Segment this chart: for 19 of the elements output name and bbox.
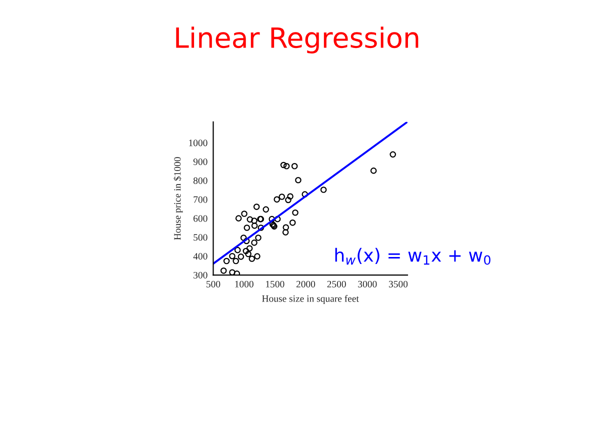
x-tick-label: 2500 (327, 280, 346, 288)
x-tick-label: 1000 (235, 280, 254, 288)
x-tick-label: 1500 (266, 280, 284, 288)
y-tick-label: 1000 (189, 140, 208, 146)
chart-title: Linear Regression (176, 26, 418, 54)
y-tick-label: 500 (194, 234, 208, 241)
y-axis-title: House price in $1000 (174, 157, 183, 240)
x-tick-label: 2000 (296, 280, 316, 288)
y-tick-label: 300 (194, 272, 208, 278)
y-tick-label: 700 (194, 196, 208, 203)
y-tick-label: 800 (193, 177, 208, 184)
x-axis-title: House size in square feet (262, 294, 359, 304)
y-tick-label: 400 (193, 253, 208, 260)
x-tick-label: 500 (206, 280, 220, 288)
x-tick-label: 3500 (388, 280, 408, 288)
y-tick-label: 600 (194, 215, 208, 222)
x-tick-label: 3000 (358, 280, 377, 288)
y-tick-label: 900 (193, 158, 208, 166)
annotation: h$_{w}$(x) = w$_{1}$x + w$_{0}$ (335, 248, 490, 265)
